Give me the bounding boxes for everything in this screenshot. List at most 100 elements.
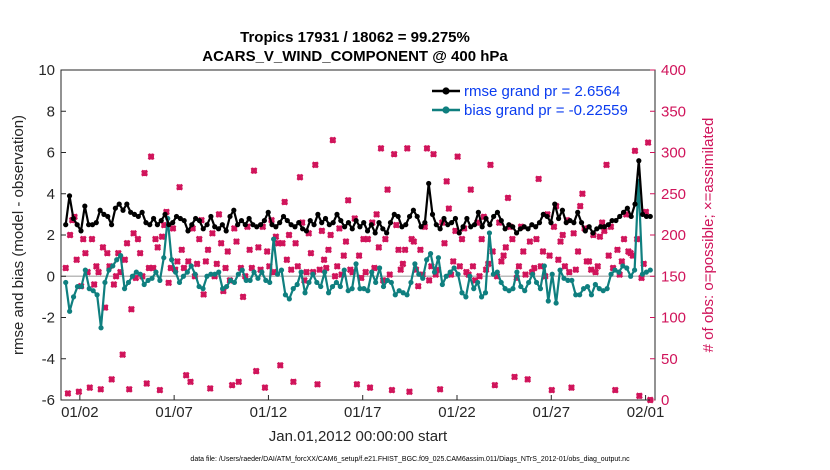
obs-point — [108, 375, 116, 383]
obs-possible-marker — [645, 139, 652, 146]
obs-assimilated-marker — [233, 238, 240, 246]
obs-possible-marker — [294, 263, 301, 270]
rmse-point — [510, 224, 516, 230]
obs-assimilated-marker — [353, 380, 361, 388]
obs-possible-marker — [579, 190, 586, 197]
right-y-tick-label: 350 — [661, 103, 686, 120]
obs-point — [469, 262, 477, 270]
bias-point — [337, 283, 343, 290]
rmse-point — [334, 211, 340, 217]
obs-assimilated-marker — [143, 380, 151, 387]
obs-point — [119, 351, 127, 359]
obs-assimilated-marker — [515, 262, 523, 270]
rmse-point — [563, 220, 569, 226]
obs-assimilated-marker — [585, 257, 593, 265]
obs-point — [62, 264, 70, 272]
obs-point — [75, 388, 83, 396]
obs-point — [596, 233, 604, 241]
bias-point — [121, 286, 128, 292]
right-y-tick-label: 0 — [661, 392, 669, 409]
obs-point — [353, 380, 361, 388]
bias-point — [620, 263, 626, 269]
obs-assimilated-marker — [603, 161, 610, 169]
obs-assimilated-marker — [618, 257, 626, 265]
obs-assimilated-marker — [592, 268, 599, 276]
obs-point — [276, 361, 284, 369]
obs-assimilated-marker — [127, 305, 135, 313]
rmse-point — [517, 226, 523, 232]
obs-assimilated-marker — [414, 282, 422, 290]
obs-possible-marker — [62, 265, 69, 271]
obs-assimilated-marker — [193, 260, 201, 268]
obs-possible-marker — [515, 263, 522, 270]
rmse-point — [483, 215, 489, 222]
x-axis-label: Jan.01,2012 00:00:00 start — [269, 428, 448, 445]
obs-point — [200, 290, 208, 298]
obs-possible-marker — [312, 161, 319, 168]
bias-point — [110, 263, 116, 269]
obs-assimilated-marker — [454, 153, 462, 161]
obs-possible-marker — [395, 246, 402, 253]
bias-point — [365, 288, 371, 294]
obs-point — [467, 186, 475, 194]
obs-point — [318, 227, 326, 235]
rmse-point — [445, 222, 451, 228]
bias-point — [592, 281, 598, 288]
obs-possible-marker — [159, 233, 165, 240]
rmse-point — [384, 230, 390, 236]
obs-assimilated-marker — [366, 384, 374, 392]
obs-assimilated-marker — [108, 375, 116, 383]
obs-assimilated-marker — [561, 262, 569, 270]
bias-point — [463, 294, 469, 300]
rmse-point — [170, 220, 176, 226]
obs-point — [141, 169, 148, 177]
bias-point — [435, 255, 442, 261]
x-tick-label: 01/17 — [344, 404, 382, 421]
bias-point — [604, 286, 610, 292]
bias-point — [235, 271, 241, 277]
rmse-point — [601, 224, 608, 230]
rmse-point — [173, 213, 180, 220]
obs-possible-marker — [526, 238, 533, 245]
bias-point — [153, 269, 159, 275]
obs-possible-marker — [170, 225, 176, 232]
obs-assimilated-marker — [130, 229, 138, 237]
obs-possible-marker — [202, 258, 209, 265]
x-tick-label: 01/22 — [438, 404, 476, 421]
rmse-point — [166, 222, 172, 228]
obs-possible-marker — [605, 252, 612, 259]
obs-possible-marker — [156, 387, 163, 394]
obs-point — [340, 252, 348, 260]
obs-assimilated-marker — [73, 256, 81, 264]
bias-point — [341, 267, 347, 273]
obs-point — [228, 381, 236, 389]
obs-point — [73, 256, 81, 264]
obs-point — [476, 272, 483, 280]
bias-point — [157, 277, 163, 283]
obs-assimilated-marker — [384, 186, 392, 194]
rmse-point — [193, 215, 199, 222]
obs-point — [156, 386, 164, 394]
bias-point — [98, 325, 104, 331]
rmse-point — [120, 207, 126, 213]
obs-assimilated-marker — [355, 252, 363, 260]
rmse-point — [452, 215, 459, 222]
obs-possible-marker — [137, 250, 144, 257]
obs-possible-marker — [73, 256, 80, 263]
obs-possible-marker — [367, 384, 373, 391]
obs-possible-marker — [113, 273, 120, 280]
obs-assimilated-marker — [311, 161, 319, 169]
rmse-point — [429, 211, 436, 217]
obs-point — [384, 186, 392, 194]
x-tick-label: 01/12 — [250, 404, 288, 421]
obs-assimilated-marker — [550, 223, 558, 231]
obs-possible-marker — [382, 236, 389, 243]
rmse-point — [582, 228, 588, 234]
rmse-point — [342, 224, 348, 230]
bias-point — [573, 292, 579, 298]
obs-assimilated-marker — [324, 246, 332, 254]
rmse-point — [475, 209, 481, 215]
obs-point — [594, 262, 602, 270]
obs-assimilated-marker — [570, 229, 578, 237]
bias-point — [388, 279, 394, 286]
